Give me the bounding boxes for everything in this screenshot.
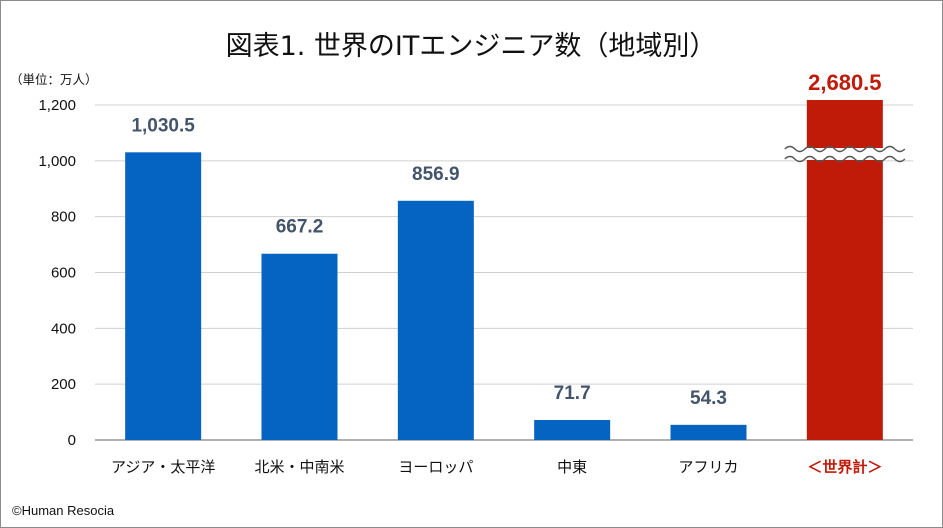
- bars: [125, 100, 883, 440]
- x-tick-label: ＜世界計＞: [807, 458, 882, 476]
- y-tick-label: 200: [51, 376, 76, 393]
- bar: [397, 200, 474, 440]
- gridlines: [95, 104, 913, 441]
- axis-break-line: [784, 155, 906, 163]
- value-labels: 1,030.5 667.2 856.9 71.7 54.3 2,680.5: [131, 70, 881, 409]
- bar: [670, 424, 747, 440]
- y-tick-label: 800: [51, 209, 76, 226]
- bar: [125, 152, 202, 440]
- x-tick-label: アジア・太平洋: [111, 458, 215, 476]
- axis-break-gap: [784, 148, 905, 160]
- axis-break-line: [784, 145, 906, 153]
- bar: [261, 253, 338, 440]
- x-tick-label: 中東: [557, 458, 587, 476]
- y-tick-label: 600: [51, 265, 76, 282]
- data-label: 667.2: [276, 217, 324, 238]
- y-tick-label: 400: [51, 320, 76, 337]
- x-tick-label: 北米・中南米: [254, 458, 344, 476]
- data-label: 71.7: [554, 383, 591, 404]
- y-tick-label: 0: [68, 432, 76, 449]
- y-tick-label: 1,000: [38, 153, 76, 170]
- axis-break-mark: [784, 145, 906, 163]
- data-label: 1,030.5: [131, 115, 195, 136]
- chart-title: 図表1. 世界のITエンジニア数（地域別）: [226, 31, 717, 62]
- data-label: 54.3: [690, 388, 727, 409]
- credit-text: ©Human Resocia: [12, 503, 115, 518]
- y-axis-ticks: 0 200 400 600 800 1,000 1,200: [38, 97, 76, 449]
- data-label: 856.9: [412, 164, 460, 185]
- x-tick-label: アフリカ: [678, 458, 738, 476]
- bar: [534, 419, 611, 440]
- category-labels: アジア・太平洋 北米・中南米 ヨーロッパ 中東 アフリカ ＜世界計＞: [111, 458, 882, 476]
- data-label: 2,680.5: [808, 70, 881, 95]
- x-tick-label: ヨーロッパ: [398, 458, 473, 476]
- unit-label: （単位：万人）: [10, 72, 98, 87]
- y-tick-label: 1,200: [38, 97, 76, 114]
